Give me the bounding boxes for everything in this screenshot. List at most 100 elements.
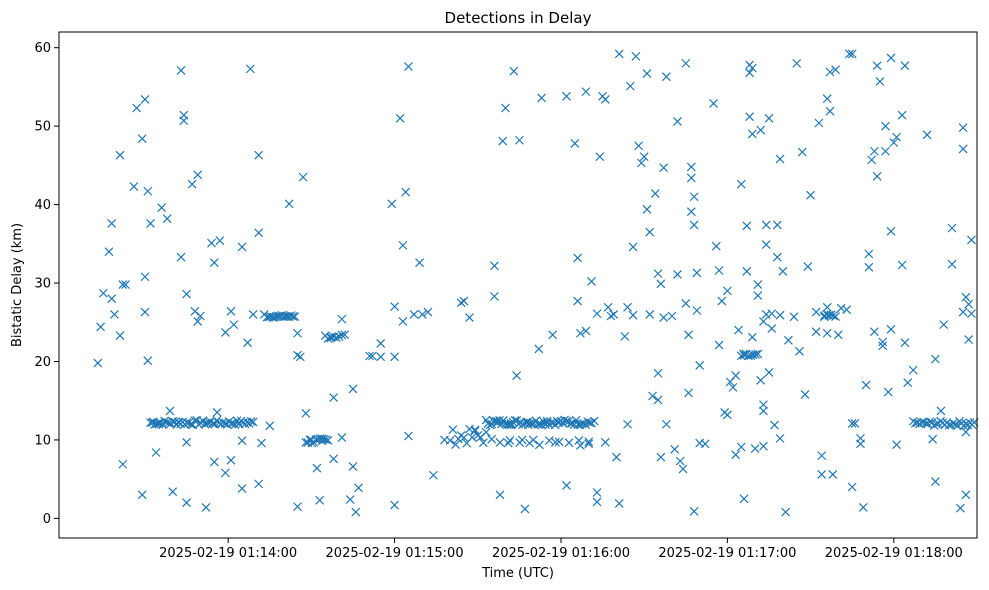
data-point [176, 252, 186, 262]
data-point [423, 307, 433, 317]
data-point [811, 327, 821, 337]
data-point [684, 330, 693, 340]
data-point [775, 154, 785, 164]
data-point [714, 340, 724, 350]
data-point [667, 311, 677, 321]
data-point [625, 81, 635, 91]
data-point [606, 311, 616, 321]
data-point [428, 470, 438, 480]
data-point [634, 141, 644, 151]
data-point [836, 303, 846, 313]
data-point [761, 240, 771, 250]
data-point [886, 324, 896, 334]
data-point [842, 305, 852, 315]
data-point [220, 468, 230, 478]
data-point [404, 431, 413, 441]
data-point [892, 440, 901, 450]
data-point [551, 437, 560, 447]
data-point [661, 419, 671, 429]
data-point [817, 451, 827, 461]
data-point [415, 258, 424, 268]
x-tick-label: 2025-02-19 01:16:00 [492, 546, 630, 561]
data-point [129, 182, 139, 191]
data-point [585, 418, 595, 428]
data-point [886, 53, 896, 63]
data-point [700, 439, 710, 449]
data-point [770, 420, 779, 430]
data-point [736, 442, 746, 452]
data-point [930, 354, 940, 364]
data-point [445, 436, 455, 445]
data-point [903, 378, 913, 388]
data-point [858, 502, 868, 512]
data-point [753, 280, 763, 290]
data-point [143, 356, 153, 366]
data-point [334, 332, 344, 342]
data-point [772, 220, 782, 230]
data-point [284, 199, 294, 209]
data-point [118, 459, 128, 469]
data-point [756, 375, 766, 385]
x-tick-label: 2025-02-19 01:17:00 [658, 546, 796, 561]
data-point [881, 146, 890, 156]
data-point [661, 72, 671, 82]
data-point [653, 368, 663, 378]
data-point [115, 331, 125, 341]
x-axis-ticks: 2025-02-19 01:14:00 2025-02-19 01:15:00 20… [159, 538, 963, 561]
data-point [759, 406, 768, 416]
plot-frame [58, 31, 978, 539]
data-point [520, 504, 530, 514]
data-point [395, 113, 405, 123]
data-point [600, 95, 610, 104]
y-axis-label: Bistatic Delay (km) [10, 223, 25, 347]
data-point [146, 218, 155, 228]
data-point [689, 506, 699, 516]
data-point [659, 313, 669, 322]
data-point [728, 382, 738, 392]
data-point [636, 158, 646, 168]
data-point [930, 477, 940, 486]
data-point [892, 132, 901, 142]
data-point [495, 490, 505, 500]
data-point [753, 349, 763, 359]
data-point [401, 187, 411, 197]
data-point [936, 406, 946, 416]
data-point [747, 63, 757, 73]
data-point [548, 330, 558, 340]
data-point [722, 410, 732, 420]
data-point [675, 456, 685, 466]
data-point [140, 272, 150, 282]
data-point [93, 358, 103, 368]
data-point [575, 328, 585, 338]
data-point [592, 309, 602, 319]
data-point [220, 328, 230, 337]
data-point [620, 331, 630, 341]
data-point [759, 317, 768, 326]
data-point [650, 189, 660, 199]
data-point [869, 146, 879, 156]
data-point [118, 280, 128, 290]
data-point [681, 299, 691, 308]
data-point [312, 463, 322, 473]
data-point [501, 103, 510, 113]
data-point [298, 172, 308, 182]
data-point [509, 66, 519, 76]
data-point [767, 309, 777, 319]
data-point [847, 482, 857, 492]
data-point [345, 495, 355, 504]
data-point [789, 312, 799, 322]
data-point [340, 330, 350, 340]
data-point [562, 91, 571, 101]
data-point [315, 495, 325, 505]
data-point [525, 418, 535, 428]
x-tick-label: 2025-02-19 01:15:00 [326, 546, 464, 561]
data-point [764, 113, 774, 123]
y-tick-label: 60 [34, 41, 51, 56]
data-point [756, 125, 766, 135]
data-point [958, 144, 968, 154]
data-point [759, 441, 768, 451]
data-point [544, 436, 554, 445]
data-point [107, 294, 117, 304]
data-point [645, 227, 655, 237]
data-point [659, 163, 669, 173]
